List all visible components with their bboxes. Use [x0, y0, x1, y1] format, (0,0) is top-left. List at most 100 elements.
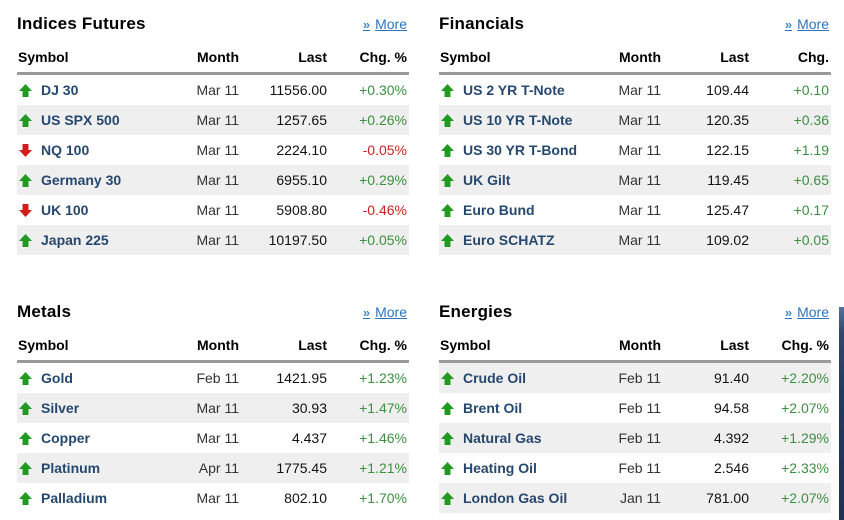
- up-arrow-icon: [19, 83, 32, 97]
- month-cell: Mar 11: [618, 202, 661, 218]
- symbol-cell: UK 100: [17, 195, 177, 225]
- column-header-month: Month: [177, 45, 241, 75]
- panel-financials: Financials » More Symbol Month Last Chg. …: [422, 0, 844, 286]
- month-cell: Mar 11: [618, 112, 661, 128]
- change-cell: +0.29%: [359, 172, 407, 188]
- symbol-link[interactable]: UK Gilt: [463, 172, 511, 188]
- symbol-cell: Crude Oil: [439, 362, 599, 394]
- double-chevron-right-icon: »: [784, 304, 793, 320]
- last-cell: 120.35: [706, 112, 749, 128]
- double-chevron-right-icon: »: [362, 16, 371, 32]
- symbol-link[interactable]: Platinum: [41, 460, 101, 476]
- symbol-link[interactable]: Palladium: [41, 490, 108, 506]
- up-arrow-icon: [441, 491, 454, 505]
- table-row: Gold Feb 11 1421.95 +1.23%: [17, 362, 409, 394]
- change-cell: +0.26%: [359, 112, 407, 128]
- up-arrow-icon: [19, 233, 32, 247]
- symbol-cell: Palladium: [17, 483, 177, 513]
- change-cell: +1.46%: [359, 430, 407, 446]
- panel-indices-futures: Indices Futures » More Symbol Month Last …: [0, 0, 422, 286]
- more-link-label: More: [797, 304, 829, 320]
- double-chevron-right-icon: »: [784, 16, 793, 32]
- symbol-link[interactable]: US 2 YR T-Note: [463, 82, 565, 98]
- quotes-table: Symbol Month Last Chg. % Crude Oil Feb 11…: [439, 333, 831, 513]
- up-arrow-icon: [441, 203, 454, 217]
- change-cell: +2.07%: [781, 490, 829, 506]
- column-header-change: Chg. %: [329, 333, 409, 363]
- table-row: London Gas Oil Jan 11 781.00 +2.07%: [439, 483, 831, 513]
- month-cell: Mar 11: [618, 82, 661, 98]
- panel-title: Indices Futures: [17, 14, 146, 33]
- last-cell: 802.10: [284, 490, 327, 506]
- symbol-cell: Euro SCHATZ: [439, 225, 599, 255]
- symbol-link[interactable]: Euro SCHATZ: [463, 232, 555, 248]
- table-row: Natural Gas Feb 11 4.392 +1.29%: [439, 423, 831, 453]
- symbol-link[interactable]: Germany 30: [41, 172, 122, 188]
- change-cell: +0.05%: [359, 232, 407, 248]
- symbol-link[interactable]: DJ 30: [41, 82, 79, 98]
- table-row: US 10 YR T-Note Mar 11 120.35 +0.36: [439, 105, 831, 135]
- symbol-link[interactable]: Crude Oil: [463, 370, 527, 386]
- quotes-table: Symbol Month Last Chg. % Gold Feb 11 1421.…: [17, 333, 409, 513]
- change-cell: -0.46%: [362, 202, 407, 218]
- more-link[interactable]: » More: [363, 16, 407, 32]
- table-row: NQ 100 Mar 11 2224.10 -0.05%: [17, 135, 409, 165]
- month-cell: Mar 11: [196, 172, 239, 188]
- change-cell: +2.07%: [781, 400, 829, 416]
- change-cell: +0.36: [793, 112, 829, 128]
- symbol-link[interactable]: Copper: [41, 430, 90, 446]
- table-row: Brent Oil Feb 11 94.58 +2.07%: [439, 393, 831, 423]
- up-arrow-icon: [441, 143, 454, 157]
- last-cell: 2224.10: [276, 142, 327, 158]
- symbol-link[interactable]: Brent Oil: [463, 400, 523, 416]
- symbol-cell: Heating Oil: [439, 453, 599, 483]
- symbol-link[interactable]: London Gas Oil: [463, 490, 568, 506]
- quotes-table: Symbol Month Last Chg. % DJ 30 Mar 11 1155…: [17, 45, 409, 255]
- last-cell: 781.00: [706, 490, 749, 506]
- up-arrow-icon: [19, 401, 32, 415]
- last-cell: 4.392: [713, 430, 749, 446]
- symbol-link[interactable]: US SPX 500: [41, 112, 120, 128]
- change-cell: +0.05: [793, 232, 829, 248]
- month-cell: Feb 11: [618, 400, 661, 416]
- column-header-last: Last: [241, 45, 329, 75]
- last-cell: 1257.65: [276, 112, 327, 128]
- symbol-link[interactable]: UK 100: [41, 202, 89, 218]
- month-cell: Mar 11: [196, 232, 239, 248]
- symbol-link[interactable]: Natural Gas: [463, 430, 542, 446]
- column-header-change: Chg.: [751, 45, 831, 75]
- symbol-link[interactable]: Silver: [41, 400, 80, 416]
- month-cell: Mar 11: [196, 430, 239, 446]
- table-row: Heating Oil Feb 11 2.546 +2.33%: [439, 453, 831, 483]
- symbol-link[interactable]: US 30 YR T-Bond: [463, 142, 578, 158]
- table-row: UK 100 Mar 11 5908.80 -0.46%: [17, 195, 409, 225]
- change-cell: +1.23%: [359, 370, 407, 386]
- table-row: Platinum Apr 11 1775.45 +1.21%: [17, 453, 409, 483]
- up-arrow-icon: [19, 461, 32, 475]
- symbol-link[interactable]: US 10 YR T-Note: [463, 112, 573, 128]
- column-header-month: Month: [177, 333, 241, 363]
- change-cell: +1.21%: [359, 460, 407, 476]
- symbol-link[interactable]: Heating Oil: [463, 460, 537, 476]
- table-row: Euro SCHATZ Mar 11 109.02 +0.05: [439, 225, 831, 255]
- change-cell: +0.65: [793, 172, 829, 188]
- down-arrow-icon: [19, 203, 32, 217]
- up-arrow-icon: [441, 173, 454, 187]
- symbol-cell: Silver: [17, 393, 177, 423]
- symbol-link[interactable]: Japan 225: [41, 232, 109, 248]
- more-link[interactable]: » More: [363, 304, 407, 320]
- last-cell: 122.15: [706, 142, 749, 158]
- symbol-link[interactable]: Gold: [41, 370, 73, 386]
- up-arrow-icon: [441, 83, 454, 97]
- symbol-cell: NQ 100: [17, 135, 177, 165]
- table-header-row: Symbol Month Last Chg. %: [17, 333, 409, 363]
- symbol-cell: US 30 YR T-Bond: [439, 135, 599, 165]
- symbol-link[interactable]: NQ 100: [41, 142, 90, 158]
- more-link-label: More: [375, 16, 407, 32]
- more-link[interactable]: » More: [785, 16, 829, 32]
- symbol-link[interactable]: Euro Bund: [463, 202, 535, 218]
- symbol-cell: UK Gilt: [439, 165, 599, 195]
- month-cell: Mar 11: [196, 202, 239, 218]
- more-link[interactable]: » More: [785, 304, 829, 320]
